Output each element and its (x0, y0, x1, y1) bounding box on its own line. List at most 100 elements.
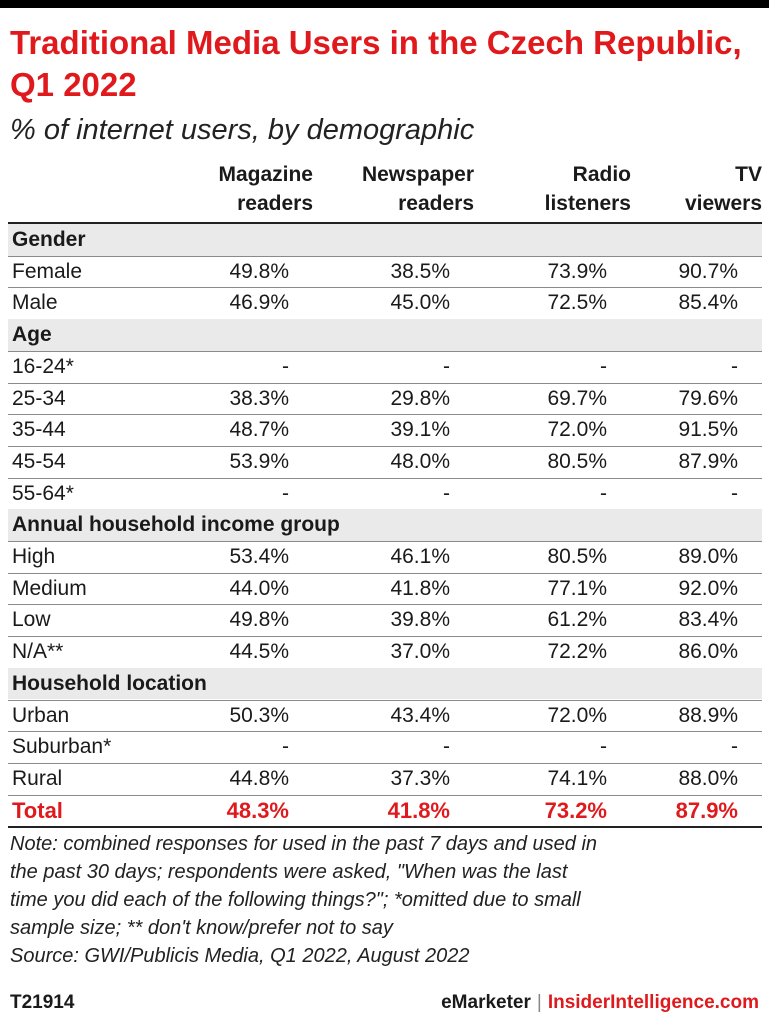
column-header-line: Magazine (218, 163, 313, 186)
row-divider (8, 604, 762, 606)
row-divider (8, 826, 762, 829)
column-header-line: readers (398, 192, 474, 215)
table-cell: 38.3% (229, 386, 289, 410)
table-cell: 74.1% (547, 766, 607, 790)
table-cell: 41.8% (390, 576, 450, 600)
table-cell: - (731, 735, 738, 759)
column-header-line: TV (735, 163, 762, 186)
row-divider (8, 731, 762, 733)
brand-insider-intelligence: InsiderIntelligence.com (547, 992, 759, 1013)
row-label: Rural (12, 766, 63, 790)
row-divider (8, 382, 762, 384)
row-divider (8, 350, 762, 352)
table-cell: 44.0% (229, 576, 289, 600)
table-cell: 53.4% (229, 545, 289, 568)
table-cell: 88.9% (678, 703, 738, 727)
note-line: the past 30 days; respondents were asked… (10, 861, 568, 883)
table-cell: 48.0% (390, 449, 450, 473)
section-band (8, 509, 762, 541)
table-cell: 83.4% (678, 608, 738, 632)
note-line: Note: combined responses for used in the… (10, 833, 598, 855)
table-cell: 86.0% (678, 640, 738, 664)
column-header: TV viewers (612, 160, 762, 218)
table-cell: 44.5% (229, 640, 289, 664)
row-divider (8, 636, 762, 638)
table-cell: 49.8% (229, 259, 289, 283)
table-cell: - (731, 354, 738, 378)
table-cell: 49.8% (229, 608, 289, 632)
row-divider (8, 414, 762, 416)
source-line: Source: GWI/Publicis Media, Q1 2022, Aug… (10, 945, 470, 967)
row-label: Low (12, 608, 51, 632)
section-band (8, 667, 762, 700)
row-divider (8, 445, 762, 447)
table-cell: 72.0% (547, 703, 607, 727)
total-value: 73.2% (544, 797, 607, 823)
brand-separator: | (536, 992, 542, 1013)
table-cell: 80.5% (547, 545, 607, 568)
table-cell: 39.8% (390, 608, 450, 632)
table-cell: 43.4% (390, 703, 450, 727)
brand-emarketer: eMarketer (441, 992, 531, 1013)
total-label: Total (12, 797, 63, 823)
table-cell: 72.0% (547, 418, 607, 442)
table-cell: - (443, 735, 450, 759)
section-label: Gender (12, 228, 86, 251)
row-divider (8, 255, 762, 257)
row-divider (8, 794, 762, 796)
table-cell: 72.5% (547, 291, 607, 315)
table-cell: - (443, 354, 450, 378)
chart-title: Traditional Media Users in the Czech Rep… (10, 24, 742, 103)
header-rule (8, 222, 762, 224)
row-label: Medium (12, 576, 87, 600)
top-bar (0, 0, 769, 8)
chart-note: Note: combined responses for used in the… (10, 830, 760, 970)
column-header: Newspaper readers (324, 160, 474, 218)
row-divider (8, 699, 762, 701)
chart-subtitle: % of internet users, by demographic (10, 114, 475, 146)
table-cell: 46.9% (229, 291, 289, 315)
row-label: 55-64* (12, 481, 74, 505)
section-band (8, 224, 762, 256)
table-cell: 87.9% (678, 449, 738, 473)
table-cell: 50.3% (229, 703, 289, 727)
row-label: Female (12, 259, 83, 283)
table-cell: - (443, 481, 450, 505)
column-header-line: listeners (544, 192, 631, 215)
column-header: Magazine readers (163, 160, 313, 218)
table-cell: 37.3% (390, 766, 450, 790)
section-band (8, 319, 762, 351)
row-label: 35-44 (12, 418, 66, 442)
row-label: Suburban* (12, 735, 112, 759)
table-cell: 90.7% (678, 259, 738, 283)
row-divider (8, 572, 762, 574)
row-divider (8, 762, 762, 764)
table-cell: 29.8% (390, 386, 450, 410)
row-divider (8, 477, 762, 479)
table-cell: 79.6% (678, 386, 738, 410)
total-value: 87.9% (675, 797, 738, 823)
table-cell: 46.1% (390, 545, 450, 568)
footer-brand: eMarketer | InsiderIntelligence.com (441, 990, 759, 1016)
table-cell: 61.2% (547, 608, 607, 632)
table-cell: 73.9% (547, 259, 607, 283)
table-cell: - (731, 481, 738, 505)
row-label: High (12, 545, 56, 568)
column-header-line: Radio (572, 163, 631, 186)
total-value: 41.8% (387, 797, 450, 823)
table-cell: - (282, 481, 289, 505)
table-cell: 80.5% (547, 449, 607, 473)
column-header-line: readers (237, 192, 313, 215)
table-cell: 69.7% (547, 386, 607, 410)
column-header-line: viewers (684, 192, 762, 215)
table-cell: 89.0% (678, 545, 738, 568)
section-label: Annual household income group (12, 513, 340, 537)
table-cell: 53.9% (229, 449, 289, 473)
row-divider (8, 541, 762, 542)
row-divider (8, 287, 762, 289)
row-label: N/A** (12, 640, 64, 664)
table-cell: 72.2% (547, 640, 607, 664)
table-cell: 77.1% (547, 576, 607, 600)
table-cell: 88.0% (678, 766, 738, 790)
